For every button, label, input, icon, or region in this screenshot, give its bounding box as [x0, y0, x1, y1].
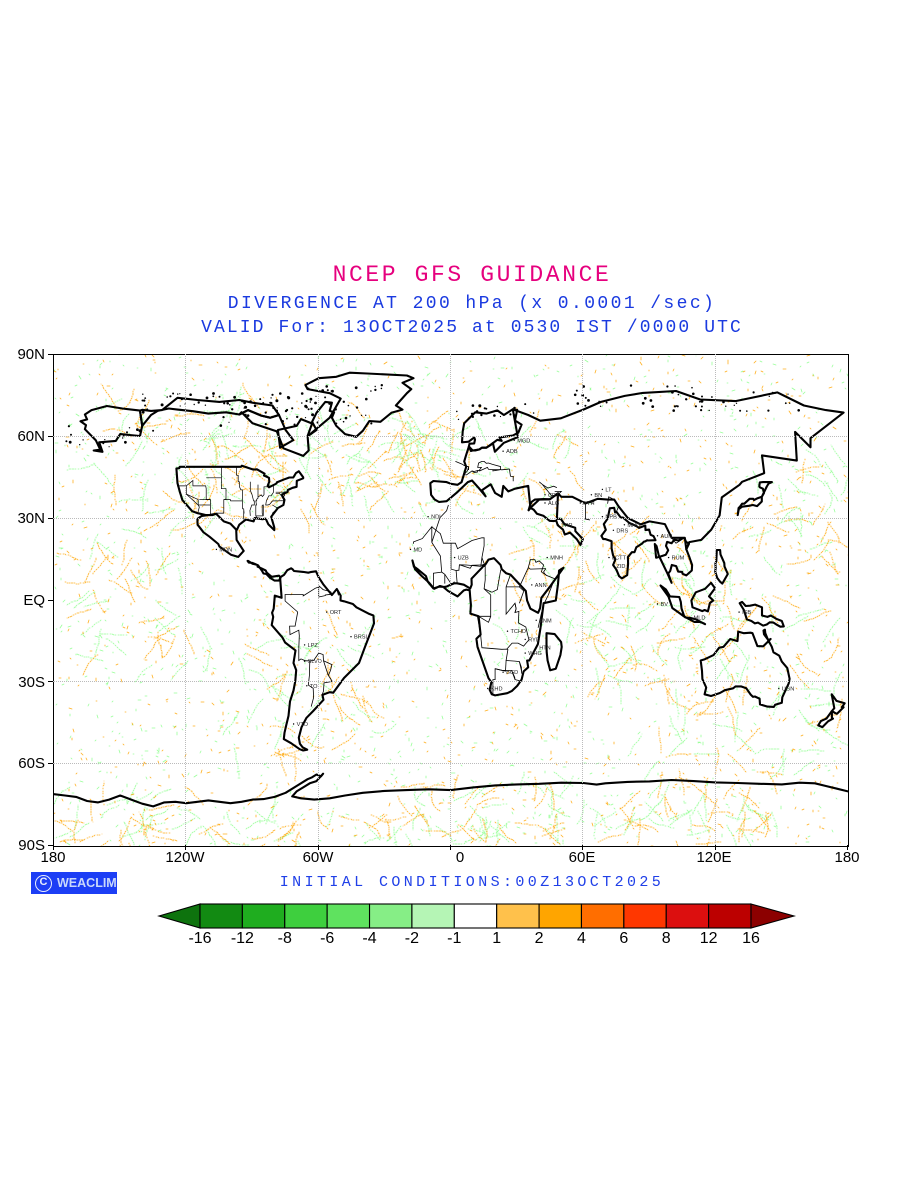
svg-text:BN: BN	[594, 493, 602, 499]
svg-text:PTH: PTH	[583, 501, 594, 507]
svg-text:VTO: VTO	[297, 722, 309, 728]
svg-text:KHD: KHD	[491, 687, 503, 693]
svg-text:HTN: HTN	[539, 646, 551, 652]
svg-text:ADB: ADB	[506, 449, 518, 455]
svg-text:SLVD: SLVD	[308, 659, 322, 665]
svg-text:RYD: RYD	[528, 637, 540, 643]
svg-text:AUN: AUN	[661, 534, 673, 540]
svg-text:TPR: TPR	[561, 523, 572, 529]
svg-text:MGD: MGD	[517, 438, 530, 444]
svg-text:TCHD: TCHD	[511, 629, 527, 635]
svg-text:MND: MND	[627, 523, 640, 529]
svg-text:WHG: WHG	[528, 651, 542, 657]
svg-text:MLD: MLD	[694, 616, 706, 622]
svg-text:DRS: DRS	[616, 528, 628, 534]
svg-text:ANM: ANM	[539, 618, 552, 624]
svg-text:CPT: CPT	[548, 493, 560, 499]
svg-text:MDN: MDN	[219, 547, 232, 553]
svg-text:RUM: RUM	[672, 556, 685, 562]
svg-text:ANN: ANN	[535, 583, 547, 589]
svg-text:UZB: UZB	[458, 556, 469, 562]
svg-text:ALG: ALG	[548, 501, 559, 507]
svg-text:ZID: ZID	[616, 564, 625, 570]
svg-text:BV: BV	[661, 602, 669, 608]
svg-text:LCTT: LCTT	[612, 556, 627, 562]
svg-text:BGD: BGD	[506, 670, 518, 676]
svg-text:BRSL: BRSL	[354, 635, 369, 641]
svg-text:ORT: ORT	[330, 610, 342, 616]
svg-text:MD: MD	[414, 547, 423, 553]
svg-text:LT: LT	[605, 487, 612, 493]
svg-text:UGN: UGN	[782, 687, 794, 693]
svg-text:MNH: MNH	[550, 556, 563, 562]
svg-text:ISB: ISB	[742, 610, 751, 616]
